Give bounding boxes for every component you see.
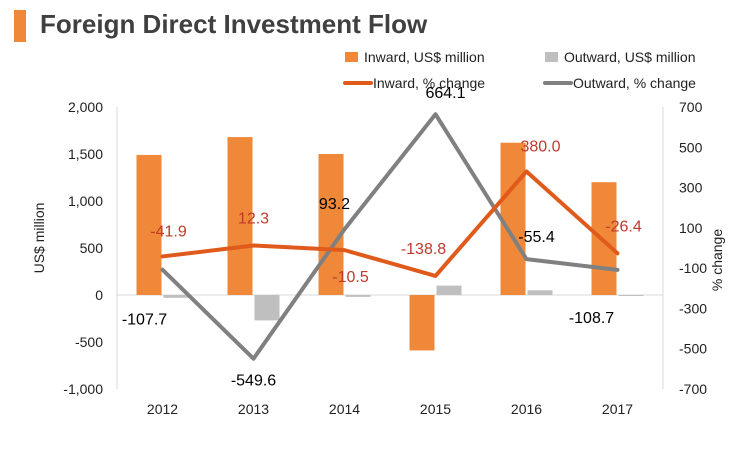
- y2-tick-label: 700: [679, 99, 703, 115]
- legend-inward-line-text: Inward, % change: [373, 75, 485, 91]
- legend-inward-bar-swatch: [345, 52, 358, 62]
- inward-pct-label: 12.3: [238, 211, 269, 228]
- outward-pct-label: -108.7: [569, 310, 614, 327]
- y-tick-label: 500: [80, 240, 104, 256]
- legend-outward-bar-text: Outward, US$ million: [564, 49, 696, 65]
- inward-pct-label: -41.9: [150, 223, 187, 240]
- inward-bar: [227, 137, 253, 295]
- y2-tick-label: -300: [679, 300, 707, 316]
- y2-axis-title: % change: [709, 229, 725, 291]
- chart-title: Foreign Direct Investment Flow: [40, 9, 428, 39]
- legend-outward-bar-swatch: [545, 52, 558, 62]
- y2-tick-label: -100: [679, 260, 707, 276]
- outward-bar: [345, 295, 371, 297]
- outward-pct-label: -55.4: [518, 229, 555, 246]
- y-tick-label: -500: [75, 334, 103, 350]
- inward-pct-label: 380.0: [520, 138, 560, 155]
- inward-pct-label: -26.4: [605, 218, 642, 235]
- outward-bar: [618, 295, 644, 296]
- outward-pct-label: 93.2: [319, 196, 350, 213]
- y-tick-label: 1,000: [68, 193, 103, 209]
- inward-bar: [500, 142, 526, 295]
- inward-bar: [318, 154, 344, 295]
- outward-pct-label: -549.6: [231, 373, 276, 390]
- y2-tick-label: 100: [679, 220, 703, 236]
- y-tick-label: -1,000: [63, 381, 103, 397]
- outward-bar: [163, 295, 189, 298]
- y2-tick-label: -700: [679, 381, 707, 397]
- y2-tick-label: 300: [679, 180, 703, 196]
- outward-bar: [436, 285, 462, 295]
- inward-pct-label: -138.8: [401, 241, 446, 258]
- outward-pct-line: [160, 112, 620, 361]
- inward-bar: [136, 154, 162, 295]
- inward-pct-label: -10.5: [332, 269, 369, 286]
- y-tick-label: 0: [95, 287, 103, 303]
- y-tick-label: 1,500: [68, 146, 103, 162]
- x-tick-label: 2014: [329, 401, 360, 417]
- x-tick-label: 2015: [420, 401, 451, 417]
- legend-outward-line-text: Outward, % change: [573, 75, 696, 91]
- y-tick-label: 2,000: [68, 99, 103, 115]
- x-tick-label: 2013: [238, 401, 269, 417]
- title-accent-bar: [14, 10, 26, 42]
- inward-bar: [409, 295, 435, 351]
- y2-tick-label: -500: [679, 341, 707, 357]
- y-axis-title: US$ million: [31, 203, 47, 274]
- legend-inward-bar-text: Inward, US$ million: [364, 49, 485, 65]
- outward-pct-label: -107.7: [122, 312, 167, 329]
- outward-pct-label: 664.1: [425, 85, 465, 102]
- x-tick-label: 2016: [511, 401, 542, 417]
- x-tick-label: 2017: [602, 401, 633, 417]
- x-tick-label: 2012: [147, 401, 178, 417]
- y2-tick-label: 500: [679, 139, 703, 155]
- outward-bar: [254, 295, 280, 321]
- outward-bar: [527, 290, 553, 295]
- inward-pct-line: [160, 169, 620, 278]
